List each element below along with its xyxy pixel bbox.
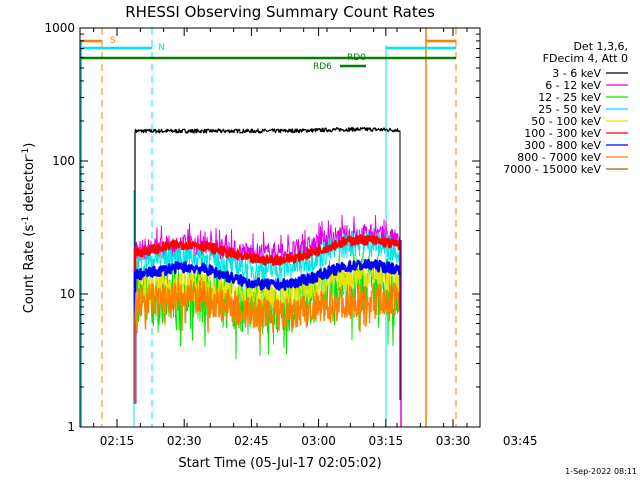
legend-entry-label: 800 - 7000 keV bbox=[517, 151, 601, 164]
x-tick-label: 03:45 bbox=[503, 434, 538, 448]
legend-entry-label: 100 - 300 keV bbox=[524, 127, 601, 140]
legend-entry-label: 50 - 100 keV bbox=[531, 115, 601, 128]
y-tick-label: 10 bbox=[60, 287, 75, 301]
series-7-line bbox=[133, 258, 401, 404]
legend-entry-label: 300 - 800 keV bbox=[524, 139, 601, 152]
axes-layer: 1 10 100 1000 02:15 02:30 02:45 03:00 03:15 03:30… bbox=[44, 21, 537, 448]
x-tick-label: 02:45 bbox=[234, 434, 269, 448]
x-tick-label: 03:00 bbox=[301, 434, 336, 448]
legend-entry-label: 3 - 6 keV bbox=[552, 67, 601, 80]
legend-entry-label: 25 - 50 keV bbox=[538, 103, 601, 116]
series-6-line bbox=[133, 234, 401, 404]
y-tick-label: 1 bbox=[67, 420, 75, 434]
legend-header-line: Det 1,3,6, bbox=[573, 40, 628, 53]
y-axis-title-sup1: -1 bbox=[21, 216, 31, 225]
x-tick-label: 02:30 bbox=[167, 434, 202, 448]
plot-area bbox=[80, 28, 480, 427]
series-4-line bbox=[134, 230, 401, 404]
y-axis-title: Count Rate (s-1 detector-1) bbox=[21, 143, 37, 314]
y-axis-title-sup2: -1 bbox=[21, 148, 31, 157]
series-layer bbox=[133, 126, 401, 404]
y-tick-label: 1000 bbox=[44, 21, 75, 35]
flag-layer: S N RD0 RD6 bbox=[80, 28, 457, 427]
legend-entry-label: 6 - 12 keV bbox=[545, 79, 601, 92]
y-axis-title-end: ) bbox=[22, 143, 37, 148]
plot-background bbox=[80, 28, 480, 427]
legend-header-line: FDecim 4, Att 0 bbox=[543, 52, 628, 65]
legend-entry-label: 7000 - 15000 keV bbox=[503, 163, 601, 176]
flag-label-rd6: RD6 bbox=[313, 62, 332, 72]
series-8-line bbox=[134, 279, 401, 404]
flag-label-s: S bbox=[110, 36, 116, 46]
y-tick-label: 100 bbox=[52, 154, 75, 168]
series-1-line bbox=[134, 126, 401, 345]
date-stamp: 1-Sep-2022 08:11 bbox=[565, 467, 637, 476]
flag-label-rd0: RD0 bbox=[347, 53, 366, 63]
x-tick-label: 02:15 bbox=[100, 434, 135, 448]
x-tick-label: 03:15 bbox=[369, 434, 404, 448]
flag-label-n: N bbox=[158, 43, 165, 53]
y-axis-title-mid: detector bbox=[22, 156, 37, 216]
chart-title: RHESSI Observing Summary Count Rates bbox=[125, 3, 435, 21]
x-axis-title: Start Time (05-Jul-17 02:05:02) bbox=[178, 456, 381, 471]
legend-entry-label: 12 - 25 keV bbox=[538, 91, 601, 104]
y-axis-title-main: Count Rate (s bbox=[22, 225, 37, 314]
x-tick-label: 03:30 bbox=[436, 434, 471, 448]
